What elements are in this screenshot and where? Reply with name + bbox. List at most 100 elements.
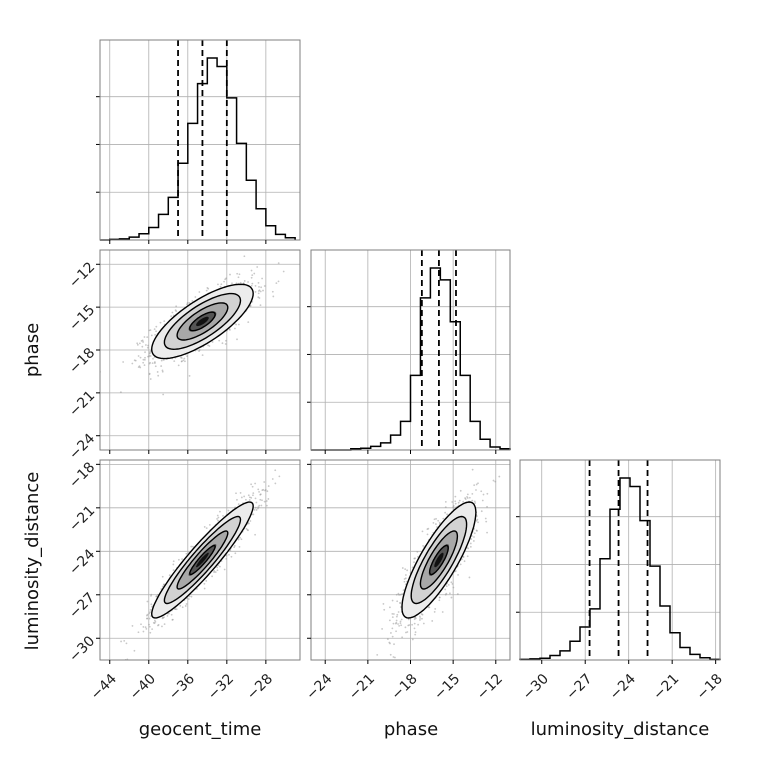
scatter-point	[402, 589, 405, 592]
scatter-point	[254, 284, 257, 287]
scatter-point	[414, 557, 417, 560]
y-tick-label-phase-1: −21	[66, 388, 98, 420]
scatter-point	[403, 580, 406, 583]
scatter-point	[444, 500, 447, 503]
scatter-point	[459, 563, 462, 566]
scatter-point	[250, 496, 253, 499]
scatter-point	[243, 280, 246, 282]
scatter-point	[458, 499, 461, 502]
scatter-point	[171, 311, 174, 314]
density-band-4	[434, 552, 444, 568]
scatter-point	[148, 612, 151, 615]
x-axis-label-geocent-time: geocent_time	[139, 719, 262, 740]
scatter-point	[148, 623, 150, 626]
scatter-point	[404, 574, 407, 576]
scatter-point	[274, 482, 277, 485]
scatter-point	[157, 374, 160, 377]
scatter-point	[224, 343, 227, 345]
scatter-point	[251, 274, 254, 277]
scatter-point	[454, 570, 457, 572]
scatter-point	[123, 639, 126, 642]
scatter-point	[466, 497, 469, 499]
scatter-point	[464, 497, 467, 499]
scatter-point	[471, 492, 474, 495]
scatter-point	[411, 638, 414, 641]
scatter-point	[277, 262, 280, 265]
scatter-point	[420, 613, 423, 615]
scatter-point	[411, 623, 414, 626]
scatter-point	[391, 635, 394, 638]
scatter-point	[151, 605, 153, 608]
scatter-point	[444, 506, 447, 508]
scatter-point	[400, 618, 403, 621]
scatter-point	[161, 575, 164, 578]
scatter-point	[260, 286, 263, 289]
scatter-point	[401, 593, 404, 595]
scatter-point	[133, 359, 136, 362]
scatter-point	[185, 552, 188, 555]
scatter-point	[401, 567, 404, 569]
scatter-point	[148, 373, 151, 376]
scatter-point	[278, 475, 281, 478]
scatter-point	[250, 284, 253, 287]
scatter-point	[219, 565, 221, 568]
x-tick-label-phase-0: −24	[303, 671, 335, 703]
scatter-point	[146, 336, 149, 339]
x-tick-label-geocent_time-0: −44	[88, 671, 120, 703]
y-tick-label-luminosity_distance-3: −21	[66, 503, 98, 535]
contour-line-1	[419, 530, 459, 590]
scatter-point	[188, 374, 191, 377]
scatter-point	[240, 538, 243, 541]
scatter-point	[472, 540, 475, 542]
scatter-point	[182, 359, 185, 362]
scatter-point	[256, 266, 259, 268]
contour-line-0	[189, 311, 216, 332]
scatter-point	[172, 569, 175, 571]
x-tick-label-geocent_time-3: −32	[205, 671, 237, 703]
contour-line-2	[410, 515, 468, 605]
scatter-point	[267, 485, 270, 487]
scatter-point	[251, 282, 254, 285]
scatter-point	[216, 566, 219, 569]
scatter-point	[236, 272, 239, 275]
pair-panel-geocent_time-phase	[100, 255, 285, 396]
scatter-point	[119, 391, 122, 394]
scatter-point	[475, 483, 478, 486]
scatter-point	[190, 545, 193, 548]
scatter-point	[393, 643, 395, 646]
scatter-point	[235, 492, 237, 495]
x-tick-label-luminosity_distance-0: −30	[520, 671, 552, 703]
scatter-point	[451, 501, 454, 503]
scatter-point	[438, 521, 441, 524]
scatter-point	[482, 493, 485, 496]
scatter-point	[250, 276, 253, 279]
scatter-point	[221, 342, 224, 345]
scatter-point	[175, 608, 178, 611]
scatter-point	[142, 341, 144, 343]
scatter-point	[473, 536, 475, 538]
scatter-point	[388, 606, 391, 609]
scatter-point	[259, 290, 262, 293]
contour-line-2	[163, 292, 242, 351]
scatter-point	[237, 503, 240, 506]
scatter-point	[217, 516, 220, 519]
scatter-point	[149, 631, 152, 634]
scatter-point	[449, 592, 451, 595]
scatter-point	[254, 291, 257, 293]
scatter-point	[388, 619, 391, 622]
scatter-point	[220, 283, 223, 286]
scatter-point	[181, 606, 184, 609]
scatter-point	[122, 361, 125, 363]
scatter-point	[237, 538, 240, 541]
scatter-point	[381, 628, 383, 630]
scatter-point	[451, 583, 454, 585]
scatter-point	[137, 366, 140, 369]
scatter-point	[144, 356, 146, 359]
scatter-point	[147, 355, 149, 358]
scatter-point	[435, 523, 437, 525]
scatter-point	[159, 321, 162, 324]
scatter-point	[149, 378, 152, 380]
scatter-point	[266, 490, 269, 493]
scatter-point	[219, 510, 221, 513]
scatter-point	[392, 622, 395, 625]
